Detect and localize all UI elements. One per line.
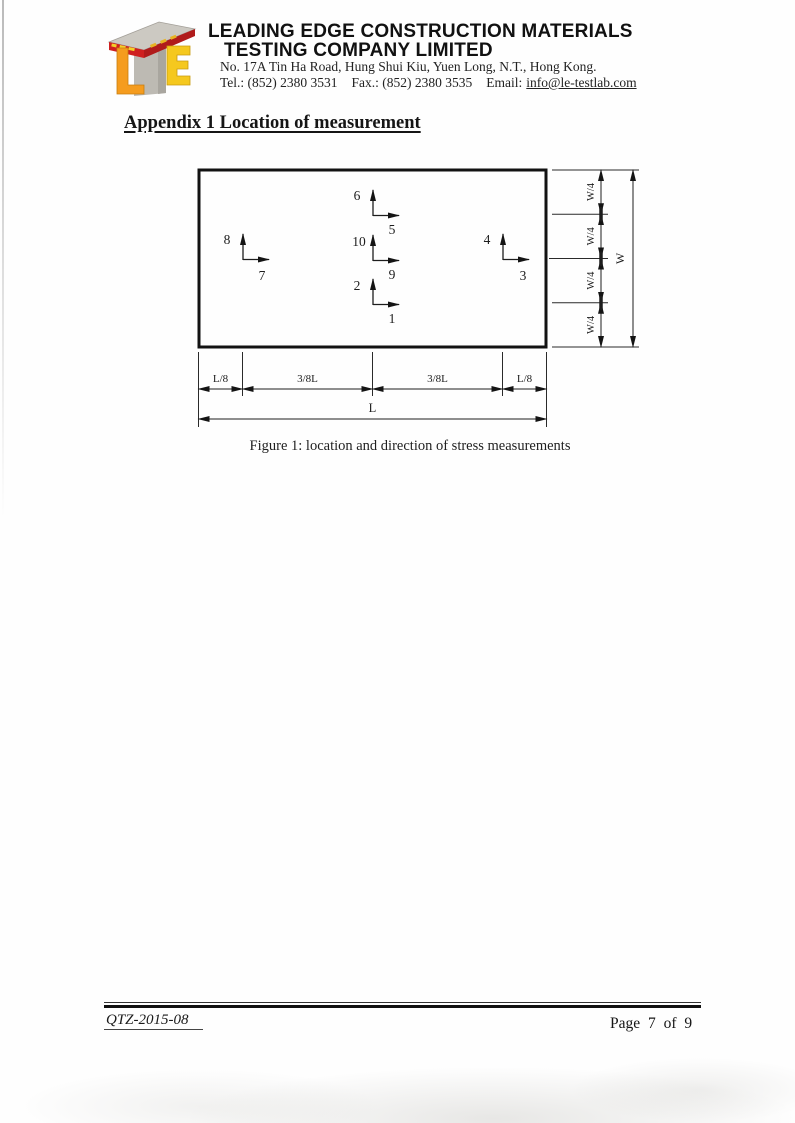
- point-label-6: 6: [354, 188, 361, 203]
- point-label-1: 1: [389, 311, 396, 326]
- company-address: No. 17A Tin Ha Road, Hung Shui Kiu, Yuen…: [220, 59, 597, 74]
- measure-point-2-1: [370, 278, 400, 308]
- scan-noise-artifact: [0, 1040, 795, 1123]
- point-label-8: 8: [224, 232, 231, 247]
- point-label-7: 7: [259, 268, 266, 283]
- fax-number: Fax.: (852) 2380 3535: [351, 75, 473, 90]
- company-logo: [107, 21, 197, 96]
- logo-letter-l: [116, 47, 145, 95]
- tel-number: Tel.: (852) 2380 3531: [220, 75, 338, 90]
- figure-diagram: 6 5 10 9 2 1 8 7 4 3: [197, 168, 639, 427]
- dim-label-w4-1: W/4: [586, 182, 597, 201]
- point-label-3: 3: [520, 268, 527, 283]
- email-label: Email:: [486, 75, 523, 90]
- company-name-line2: TESTING COMPANY LIMITED: [224, 40, 493, 61]
- measure-point-8-7: [240, 233, 270, 263]
- dim-label-w4-4: W/4: [586, 315, 597, 334]
- point-label-4: 4: [484, 232, 491, 247]
- page-number: Page 7 of 9: [610, 1015, 693, 1032]
- dim-label-w-total: W: [613, 252, 627, 264]
- document-reference: QTZ-2015-08: [104, 1012, 203, 1030]
- dim-label-l-total: L: [369, 401, 377, 415]
- company-name-line1: LEADING EDGE CONSTRUCTION MATERIALS: [208, 21, 633, 42]
- measure-point-4-3: [500, 233, 530, 263]
- figure-caption: Figure 1: location and direction of stre…: [249, 438, 571, 454]
- logo-slab-right-band: [144, 29, 195, 58]
- measure-point-6-5: [370, 189, 400, 219]
- dim-label-w4-2: W/4: [586, 227, 597, 246]
- dim-label-l8-right: L/8: [517, 373, 533, 385]
- point-label-5: 5: [389, 222, 396, 237]
- dim-label-38l-right: 3/8L: [427, 373, 448, 385]
- dim-label-l8-left: L/8: [213, 373, 229, 385]
- measure-point-10-9: [370, 234, 400, 264]
- point-label-2: 2: [354, 278, 361, 293]
- logo-letter-e: [166, 45, 191, 86]
- dim-label-38l-left: 3/8L: [297, 373, 318, 385]
- specimen-rectangle: [197, 168, 548, 349]
- email-link[interactable]: info@le-testlab.com: [526, 75, 637, 90]
- scan-edge-artifact: [2, 0, 4, 520]
- dim-label-w4-3: W/4: [586, 271, 597, 290]
- point-label-10: 10: [352, 234, 366, 249]
- page-title: Appendix 1 Location of measurement: [124, 113, 421, 133]
- company-contact-line: Tel.: (852) 2380 3531 Fax.: (852) 2380 35…: [220, 75, 637, 91]
- point-label-9: 9: [389, 267, 396, 282]
- footer-rule: [104, 1002, 701, 1008]
- logo-block-shade: [158, 48, 166, 94]
- letterhead: LEADING EDGE CONSTRUCTION MATERIALS TEST…: [0, 0, 795, 100]
